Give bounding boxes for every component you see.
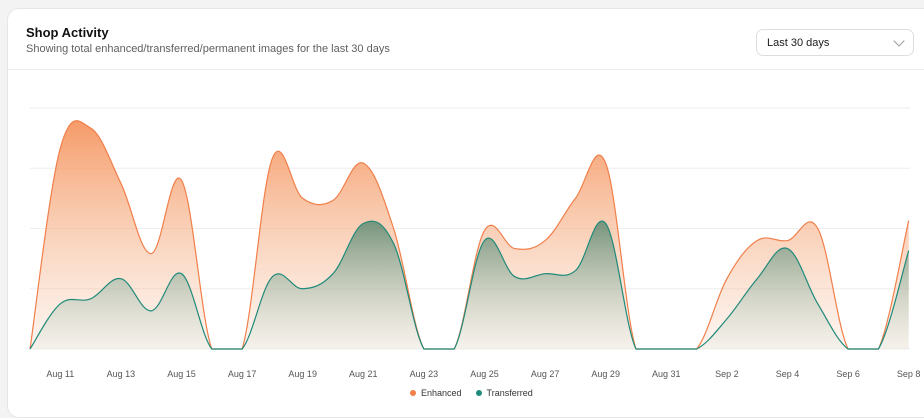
transferred-dot-icon bbox=[475, 390, 482, 396]
x-axis-ticks: Aug 11 Aug 13 Aug 15 Aug 17 Aug 19 Aug 21 Aug … bbox=[46, 369, 920, 379]
x-tick-label: Aug 27 bbox=[531, 369, 560, 379]
x-tick-label: Sep 2 bbox=[715, 369, 739, 379]
x-tick-label: Aug 13 bbox=[107, 369, 136, 379]
x-tick-label: Aug 31 bbox=[652, 369, 681, 379]
x-tick-label: Aug 15 bbox=[167, 369, 196, 379]
x-tick-label: Sep 6 bbox=[836, 369, 860, 379]
transferred-line bbox=[29, 220, 910, 350]
card-title: Shop Activity bbox=[26, 25, 109, 40]
x-tick-label: Aug 21 bbox=[349, 369, 378, 379]
chart-legend: Enhanced Transferred bbox=[410, 388, 533, 398]
enhanced-dot-icon bbox=[410, 390, 416, 396]
card-header: Shop Activity Showing total enhanced/tra… bbox=[8, 9, 924, 70]
x-tick-label: Aug 25 bbox=[470, 369, 499, 379]
legend-enhanced-label: Enhanced bbox=[421, 388, 462, 398]
x-tick-label: Aug 23 bbox=[410, 369, 439, 379]
activity-area-chart: Aug 11 Aug 13 Aug 15 Aug 17 Aug 19 Aug 21 Aug … bbox=[29, 107, 920, 379]
legend-enhanced[interactable]: Enhanced bbox=[410, 388, 462, 398]
legend-transferred-label: Transferred bbox=[486, 388, 533, 398]
x-tick-label: Sep 8 bbox=[897, 369, 921, 379]
legend-transferred[interactable]: Transferred bbox=[475, 388, 533, 398]
x-tick-label: Aug 19 bbox=[288, 369, 317, 379]
transferred-area bbox=[30, 221, 909, 349]
x-tick-label: Aug 11 bbox=[46, 369, 74, 379]
x-tick-label: Aug 29 bbox=[591, 369, 620, 379]
x-tick-label: Aug 17 bbox=[228, 369, 257, 379]
card-subtitle: Showing total enhanced/transferred/perma… bbox=[26, 43, 390, 55]
shop-activity-card: Shop Activity Showing total enhanced/tra… bbox=[7, 8, 924, 418]
date-range-select[interactable]: Last 30 days bbox=[756, 29, 914, 56]
x-tick-label: Sep 4 bbox=[776, 369, 800, 379]
date-range-value: Last 30 days bbox=[767, 36, 830, 49]
